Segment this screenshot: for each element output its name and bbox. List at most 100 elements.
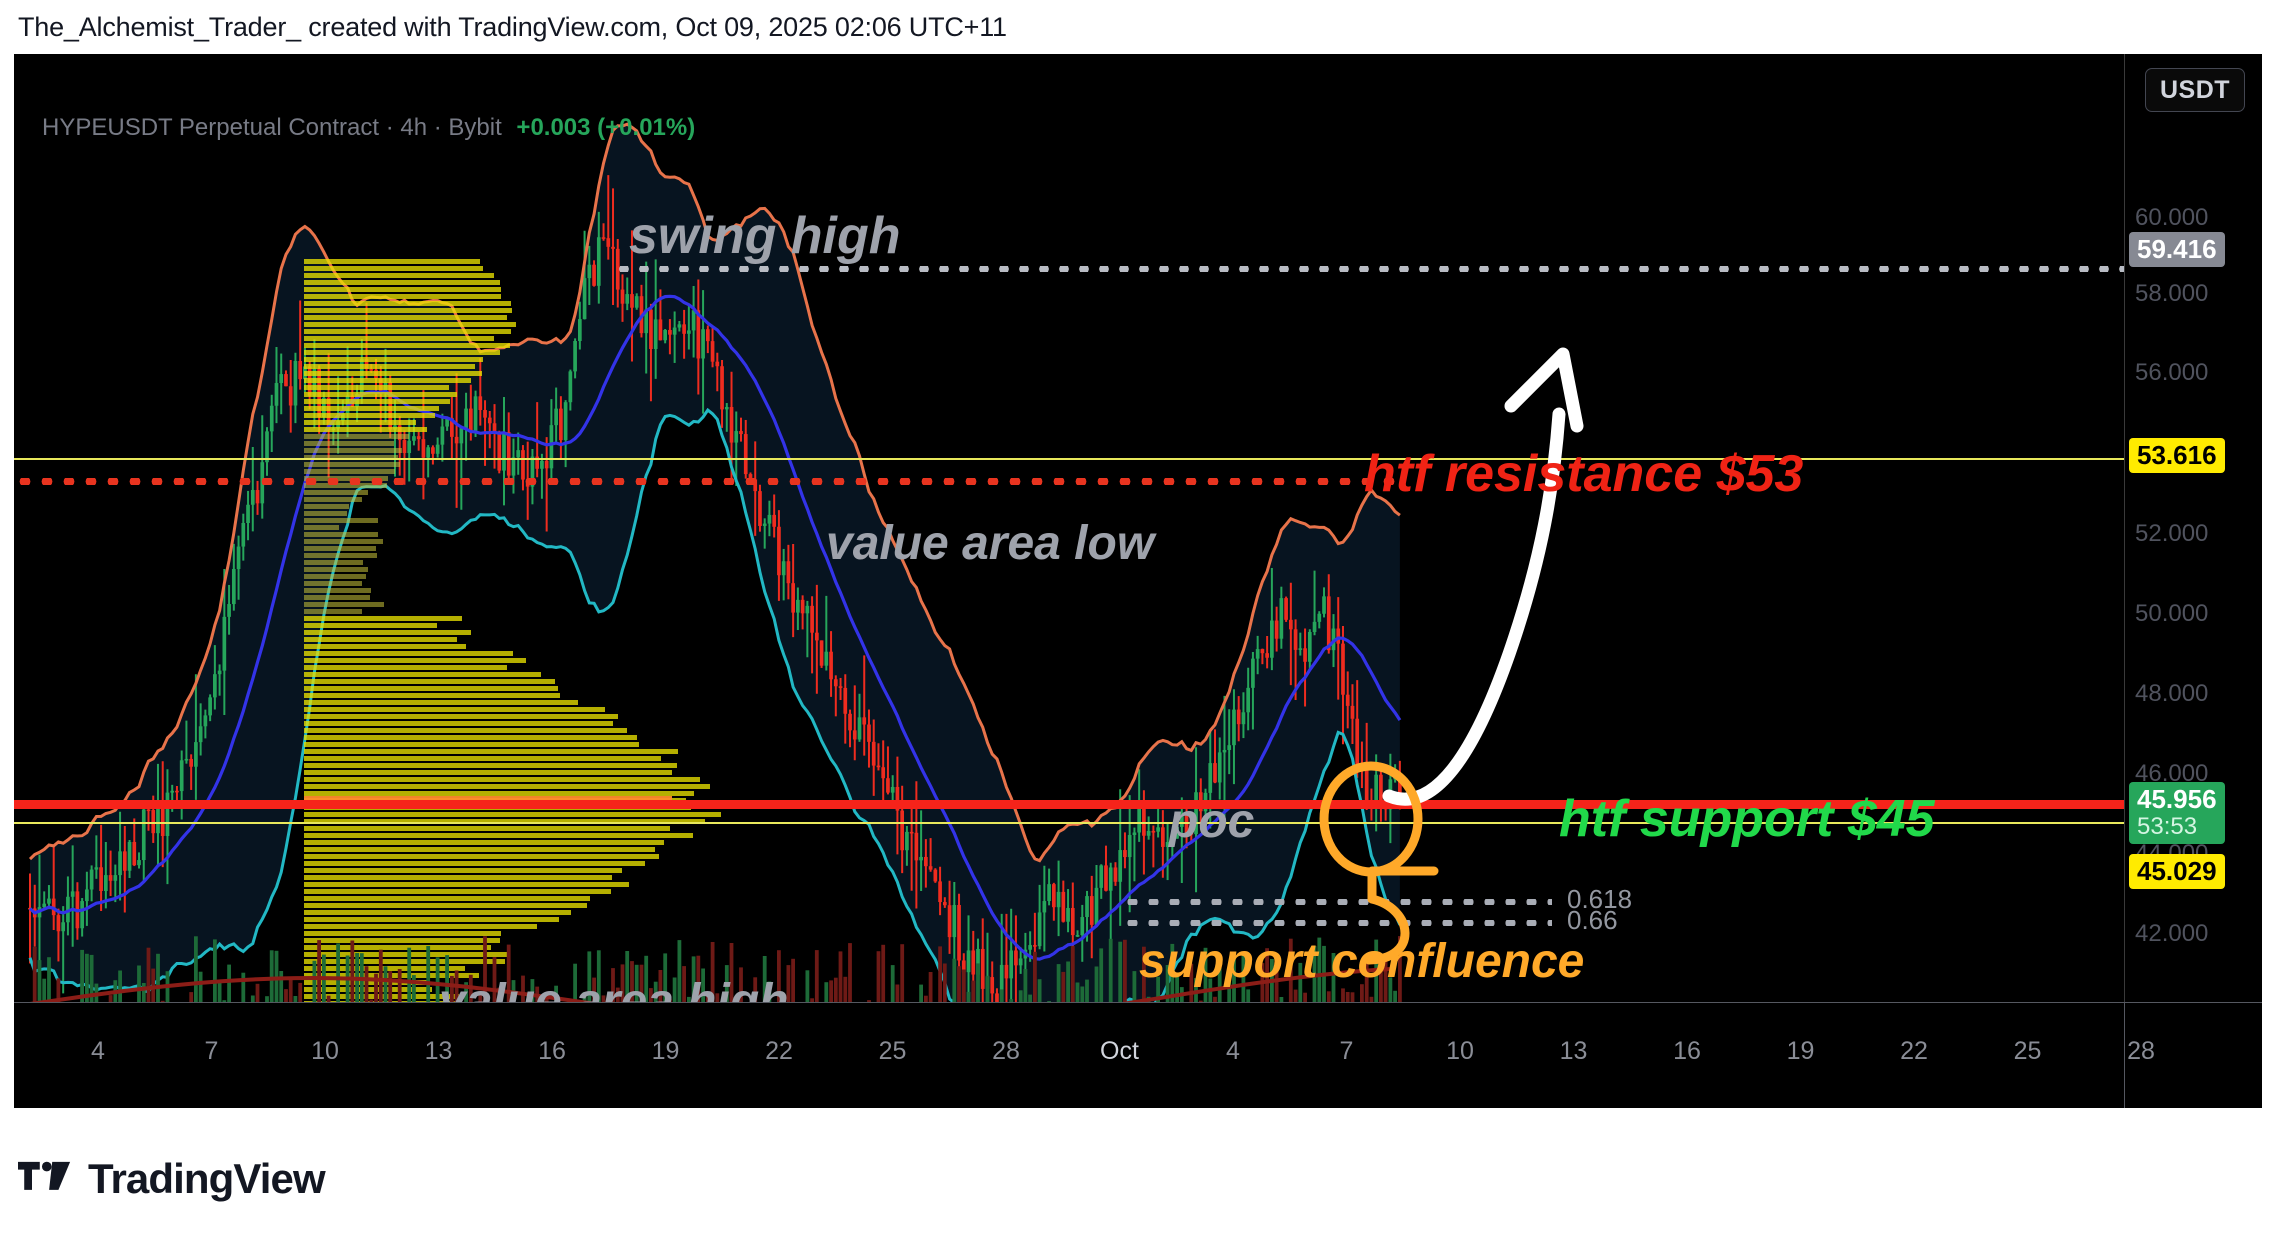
volume-profile-bar [304, 784, 710, 789]
volume-profile-bar [304, 931, 501, 936]
volume-profile-bar [304, 567, 368, 572]
bullish-arrow-head [1504, 347, 1584, 433]
candle-body [28, 907, 32, 910]
candle-body [440, 426, 445, 445]
candle-body [947, 905, 952, 938]
volume-profile-bar [304, 315, 507, 320]
volume-profile-bar [304, 721, 613, 726]
candle-body [1288, 619, 1293, 630]
candle-body [1307, 632, 1312, 662]
level-line-fib-618 [1122, 899, 1552, 905]
candle-body [516, 450, 521, 458]
candle-body [80, 901, 84, 929]
volume-profile-bar [304, 994, 459, 999]
candle-body [1246, 687, 1251, 713]
price-tick: 50.000 [2135, 600, 2209, 627]
candle-body [715, 361, 720, 367]
candle-body [1241, 712, 1246, 725]
candle-body [483, 410, 487, 418]
candle-body [1274, 620, 1279, 639]
candle-body [511, 457, 516, 476]
currency-badge[interactable]: USDT [2145, 68, 2245, 112]
candle-body [999, 964, 1004, 1004]
volume-profile-bar [304, 840, 664, 845]
candle-body [1331, 628, 1336, 651]
candle-body [1108, 867, 1113, 891]
candle-body [857, 717, 862, 740]
last-price-value: 45.956 [2137, 784, 2217, 814]
candle-body [246, 504, 250, 523]
legend-symbol: HYPEUSDT Perpetual Contract · 4h · Bybit [42, 114, 502, 141]
candle-body [184, 758, 189, 761]
candle-body [51, 898, 56, 916]
candle-body [814, 632, 819, 641]
candle-body [1222, 749, 1227, 753]
candle-body [772, 514, 777, 527]
volume-profile-bar [304, 644, 466, 649]
candle-body [1042, 901, 1047, 913]
candle-body [1014, 950, 1018, 966]
candle-body [99, 867, 103, 892]
volume-profile-bar [304, 609, 362, 614]
candle-body [487, 417, 492, 424]
volume-profile-bar [304, 707, 605, 712]
candle-body [222, 616, 227, 671]
price-scale[interactable]: USDT 60.000 58.000 56.000 54.000 52.000 … [2124, 54, 2262, 1108]
candle-body [914, 832, 919, 861]
candle-body [137, 860, 141, 866]
candle-body [705, 329, 710, 342]
candle-body [454, 436, 459, 444]
volume-profile-bar [304, 616, 462, 621]
volume-profile-bar [304, 420, 416, 425]
attribution-bar: The_Alchemist_Trader_ created with Tradi… [0, 0, 2276, 54]
candle-body [445, 417, 449, 427]
candle-body [559, 408, 563, 441]
chart-frame: 0.618 0.66 swing high htf resistance $53… [14, 54, 2262, 1108]
candle-body [577, 319, 582, 341]
candle-body [762, 523, 767, 526]
volume-profile-bar [304, 980, 427, 985]
candle-body [203, 715, 208, 727]
candle-body [1123, 850, 1127, 858]
candle-body [269, 405, 274, 432]
volume-profile-bar [304, 756, 661, 761]
volume-profile-bar [304, 427, 427, 432]
plot-area[interactable]: 0.618 0.66 swing high htf resistance $53… [14, 54, 2124, 1108]
candle-body [843, 687, 848, 714]
candle-body [710, 341, 715, 362]
candle-body [1075, 935, 1080, 937]
volume-profile-bar [304, 700, 578, 705]
volume-profile-bar [304, 273, 494, 278]
volume-profile-bar [304, 966, 465, 971]
candle-body [227, 604, 231, 617]
candle-body [1345, 694, 1350, 706]
volume-profile-bar [304, 266, 483, 271]
candle-body [288, 386, 293, 406]
candle-body [122, 851, 127, 871]
volume-profile-bar [304, 525, 339, 530]
candle-body [1284, 598, 1288, 620]
tradingview-logo: TradingView [18, 1155, 326, 1203]
candle-body [701, 329, 705, 359]
volume-profile-bar [304, 455, 398, 460]
volume-profile-bar [304, 259, 480, 264]
candle-body [1298, 648, 1303, 650]
time-axis-label: 22 [765, 1037, 793, 1065]
candle-body [141, 809, 146, 861]
candle-body [179, 760, 184, 792]
candle-body [734, 431, 739, 443]
candle-body [1137, 806, 1142, 833]
volume-profile-bar [304, 770, 672, 775]
volume-profile-bar [304, 336, 494, 341]
candle-body [587, 264, 592, 279]
candle-body [881, 767, 886, 779]
candle-body [611, 246, 615, 249]
candle-body [274, 383, 279, 406]
time-scale[interactable]: 4 7 10 13 16 19 22 25 28 Oct 4 7 10 13 16 19 22 25 28 [14, 1002, 2262, 1109]
candle-body [976, 948, 980, 975]
candle-body [61, 922, 66, 932]
candle-body [231, 569, 236, 605]
candle-body [1355, 718, 1360, 769]
time-axis-label: 19 [1786, 1037, 1815, 1065]
time-axis-label: 10 [311, 1037, 339, 1065]
